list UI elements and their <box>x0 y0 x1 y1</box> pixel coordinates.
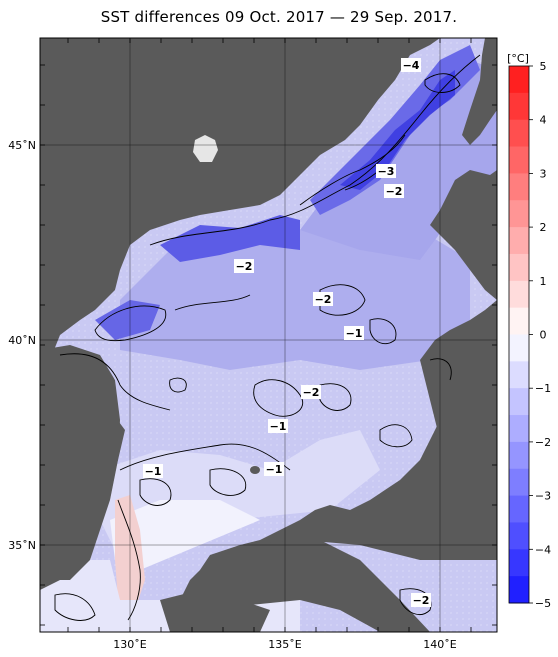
colorbar-cell <box>509 334 529 362</box>
land-sakhalin <box>462 38 497 145</box>
colorbar-tick-label: 2 <box>540 221 547 234</box>
land-island-sado <box>462 499 478 511</box>
contour-lines <box>54 54 481 621</box>
contour-label-minus2-c: −2 <box>315 293 332 306</box>
colorbar-tick-label: −1 <box>535 382 551 395</box>
colorbar-cell <box>509 495 529 523</box>
colorbar-cell <box>509 200 529 228</box>
land-island-north <box>193 135 218 162</box>
contour-label-minus2-e: −2 <box>413 594 430 607</box>
map-area <box>40 38 497 632</box>
sst-zone-cool-west <box>95 300 160 340</box>
contour-label-minus1-d: −1 <box>266 463 283 476</box>
lat-label-35n: 35˚N <box>8 539 36 552</box>
contour-label-minus2-b: −2 <box>236 260 253 273</box>
colorbar-cell <box>509 227 529 255</box>
land-continent <box>40 38 440 590</box>
colorbar-unit: [°C] <box>507 52 529 65</box>
colorbar-cell <box>509 388 529 416</box>
land-honshu-north <box>240 300 497 560</box>
contour-label-minus1-a: −1 <box>346 327 363 340</box>
colorbar-tick-label: −2 <box>535 436 551 449</box>
colorbar-cell <box>509 173 529 201</box>
colorbar-tick-label: −3 <box>535 490 551 503</box>
land-kyushu <box>160 590 270 632</box>
colorbar-cell <box>509 361 529 389</box>
sst-zone-white <box>110 500 260 570</box>
colorbar-tick-label: 0 <box>540 329 547 342</box>
colorbar-cell <box>509 119 529 148</box>
frame-ticks <box>40 38 497 632</box>
colorbar-cell <box>509 146 529 174</box>
colorbar-cell <box>509 307 529 335</box>
lon-label-140e: 140˚E <box>423 638 456 651</box>
contour-label-minus2-a: −2 <box>386 185 403 198</box>
colorbar-tick-label: 1 <box>540 275 547 288</box>
contour-label-minus4: −4 <box>403 59 420 72</box>
land-honshu <box>180 300 497 632</box>
lon-label-135e: 135˚E <box>268 638 301 651</box>
contour-label-minus1-c: −1 <box>145 465 162 478</box>
sst-zone-mid <box>120 230 470 370</box>
colorbar-cell <box>509 468 529 497</box>
contour-label-minus2-d: −2 <box>303 386 320 399</box>
colorbar-cell <box>509 415 529 443</box>
colorbar-cell <box>509 522 529 550</box>
colorbar-cell <box>509 92 529 121</box>
colorbar-tick-label: 4 <box>540 114 547 127</box>
colorbar-cell <box>509 66 529 94</box>
colorbar-tick-label: −5 <box>535 597 551 610</box>
contour-labels: −4 −3 −2 −2 −2 −1 −2 −1 −1 −1 −1 −2 <box>143 58 431 607</box>
lat-label-40n: 40˚N <box>8 334 36 347</box>
lon-label-130e: 130˚E <box>113 638 146 651</box>
contour-label-minus1-b: −1 <box>270 420 287 433</box>
colorbar-cell <box>509 280 529 309</box>
colorbar-tick-label: 5 <box>540 60 547 73</box>
colorbar-tick-label: −4 <box>535 543 551 556</box>
sst-zone-cool-core <box>340 70 455 190</box>
sst-zone-cool-coast <box>160 215 300 262</box>
colorbar-cell <box>509 253 529 282</box>
colorbar-tick-label: 3 <box>540 167 547 180</box>
colorbar-cell <box>509 576 529 604</box>
contour-label-minus3: −3 <box>378 165 395 178</box>
land-hokkaido <box>430 170 497 300</box>
land-island-oki <box>250 466 260 474</box>
colorbar-cell <box>509 549 529 577</box>
colorbar-cell <box>509 441 529 470</box>
colorbar: [°C] 5 4 3 2 1 0 −1 −2 −3 −4 −5 <box>507 52 551 610</box>
graticule <box>40 38 497 632</box>
map-frame <box>39 37 498 633</box>
land-korea <box>40 345 120 580</box>
map-title: SST differences 09 Oct. 2017 — 29 Sep. 2… <box>100 8 458 26</box>
lat-label-45n: 45˚N <box>8 139 36 152</box>
